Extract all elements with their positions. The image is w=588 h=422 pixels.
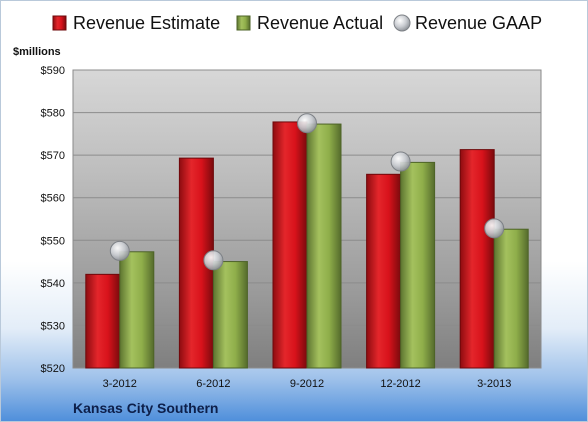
bar-revenue-estimate: [85, 273, 121, 369]
bar-revenue-actual: [212, 261, 248, 369]
bar-revenue-estimate: [366, 173, 402, 369]
y-tick-label: $570: [41, 150, 65, 162]
marker-revenue-gaap: [203, 250, 224, 271]
bar-revenue-actual: [119, 251, 155, 369]
legend-swatch: [236, 15, 251, 31]
y-tick-label: $590: [41, 65, 65, 77]
marker-revenue-gaap: [390, 151, 411, 172]
y-tick-label: $530: [41, 320, 65, 332]
bar-revenue-estimate: [272, 121, 308, 369]
x-tick-label: 3-2012: [103, 378, 137, 390]
x-tick-label: 12-2012: [380, 378, 420, 390]
gaap-markers: [109, 113, 505, 271]
bar-revenue-actual: [306, 123, 342, 369]
legend-swatch: [52, 15, 67, 31]
marker-revenue-gaap: [297, 113, 317, 134]
y-tick-label: $580: [41, 108, 65, 120]
marker-revenue-gaap: [484, 218, 505, 239]
bar-revenue-estimate: [459, 149, 495, 369]
legend-label: Revenue GAAP: [415, 13, 542, 33]
chart-legend: Revenue Estimate Revenue Actual Revenue GA…: [52, 13, 542, 33]
y-axis-unit-label: $millions: [13, 46, 61, 58]
x-tick-label: 3-2013: [477, 378, 511, 390]
legend-item: Revenue Actual: [236, 13, 383, 33]
y-tick-label: $520: [41, 363, 65, 375]
y-tick-label: $560: [41, 193, 65, 205]
bar-revenue-actual: [400, 161, 436, 369]
bars: [85, 121, 529, 369]
legend-label: Revenue Actual: [257, 13, 383, 33]
legend-item: Revenue Estimate: [52, 13, 220, 33]
legend-item: Revenue GAAP: [393, 13, 542, 33]
x-tick-label: 9-2012: [290, 378, 324, 390]
legend-swatch: [393, 14, 411, 32]
bar-revenue-actual: [493, 228, 529, 369]
x-tick-label: 6-2012: [196, 378, 230, 390]
legend-label: Revenue Estimate: [73, 13, 220, 33]
y-tick-label: $550: [41, 235, 65, 247]
y-axis-ticks: $520 $530 $540 $550 $560 $570 $580 $590: [41, 65, 65, 375]
x-axis-ticks: 3-2012 6-2012 9-2012 12-2012 3-2013: [103, 378, 512, 390]
company-name: Kansas City Southern: [73, 400, 218, 416]
marker-revenue-gaap: [109, 240, 130, 261]
y-tick-label: $540: [41, 278, 65, 290]
